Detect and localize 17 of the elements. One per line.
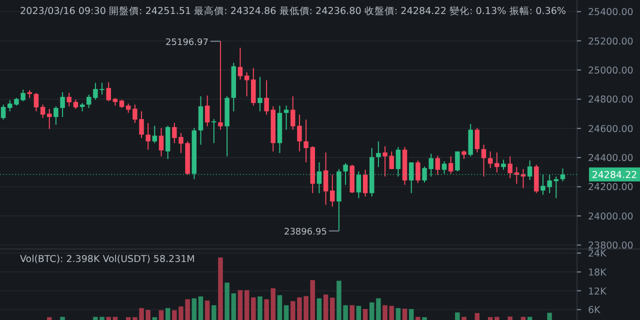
y-tick-label: 25200.00: [588, 36, 634, 48]
y-tick-label: 24800.00: [588, 94, 634, 106]
ref-line-label: 24284.22: [592, 170, 638, 181]
y-tick-label: 24400.00: [588, 153, 634, 164]
y-tick-label: 25400.00: [588, 7, 634, 18]
annotation: 25196.97: [166, 38, 208, 48]
text: 2023/03/16 09:30 開盤價: 24251.51 最高價: 24324.86 最低價: 24236.80 收盤價: 24284.22 變化: 0.13% 振幅: 0.36%: [20, 5, 566, 17]
y-tick-label: 24000.00: [588, 211, 634, 222]
y-tick-label: 24K: [588, 248, 608, 260]
y-tick-label: 24600.00: [588, 124, 634, 135]
y-tick-label: 12K: [588, 286, 608, 298]
y-tick-label: 18K: [588, 267, 608, 278]
y-tick-label: 6K: [588, 305, 602, 316]
annotation: 23896.95: [284, 227, 327, 238]
y-tick-label: 24200.00: [588, 182, 634, 194]
text: Vol(BTC): 2.398K Vol(USDT) 58.231M: [20, 254, 195, 265]
y-tick-label: 25000.00: [588, 66, 634, 77]
